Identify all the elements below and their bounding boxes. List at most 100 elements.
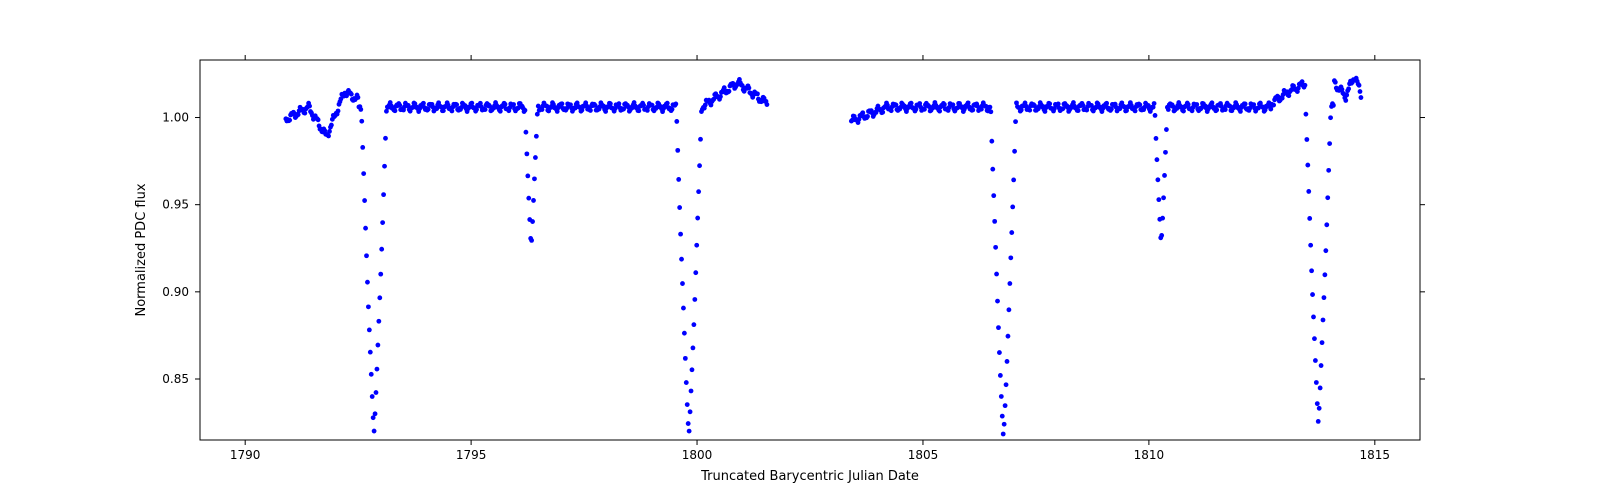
data-point <box>1161 195 1166 200</box>
data-point <box>1013 119 1018 124</box>
data-point <box>998 373 1003 378</box>
data-point <box>942 102 947 107</box>
data-point <box>688 409 693 414</box>
data-point <box>524 130 529 135</box>
data-point <box>358 107 363 112</box>
data-point <box>679 257 684 262</box>
data-point <box>1319 363 1324 368</box>
data-point <box>1009 230 1014 235</box>
data-point <box>1344 93 1349 98</box>
data-point <box>373 411 378 416</box>
data-point <box>670 107 675 112</box>
data-point <box>991 193 996 198</box>
data-point <box>1056 102 1061 107</box>
data-point <box>680 281 685 286</box>
data-point <box>1163 150 1168 155</box>
y-tick-label: 0.90 <box>162 285 189 299</box>
data-point <box>1133 109 1138 114</box>
data-point <box>966 100 971 105</box>
data-point <box>1304 137 1309 142</box>
data-point <box>1194 102 1199 107</box>
data-point <box>673 101 678 106</box>
data-point <box>379 247 384 252</box>
data-point <box>421 101 426 106</box>
data-point <box>683 356 688 361</box>
data-point <box>1324 222 1329 227</box>
data-point <box>376 319 381 324</box>
data-point <box>693 270 698 275</box>
data-point <box>1007 281 1012 286</box>
data-point <box>1004 382 1009 387</box>
data-point <box>1162 173 1167 178</box>
data-point <box>1304 112 1309 117</box>
x-tick-label: 1805 <box>908 448 939 462</box>
data-point <box>523 108 528 113</box>
data-point <box>1186 102 1191 107</box>
data-point <box>530 219 535 224</box>
data-point <box>880 110 885 115</box>
data-point <box>865 114 870 119</box>
data-point <box>988 109 993 114</box>
data-point <box>608 101 613 106</box>
data-point <box>1076 108 1081 113</box>
data-point <box>695 216 700 221</box>
data-point <box>326 134 331 139</box>
data-series <box>283 76 1363 437</box>
data-point <box>375 343 380 348</box>
data-point <box>1315 401 1320 406</box>
data-point <box>525 174 530 179</box>
data-point <box>994 272 999 277</box>
data-point <box>682 331 687 336</box>
data-point <box>378 272 383 277</box>
data-point <box>1323 248 1328 253</box>
data-point <box>1331 103 1336 108</box>
x-tick-label: 1795 <box>456 448 487 462</box>
data-point <box>685 402 690 407</box>
data-point <box>361 171 366 176</box>
data-point <box>382 164 387 169</box>
data-point <box>1210 100 1215 105</box>
data-point <box>1271 103 1276 108</box>
data-point <box>747 86 752 91</box>
data-point <box>995 299 1000 304</box>
data-point <box>1326 168 1331 173</box>
data-point <box>1000 414 1005 419</box>
data-point <box>681 306 686 311</box>
data-point <box>588 108 593 113</box>
data-point <box>362 198 367 203</box>
data-point <box>370 394 375 399</box>
data-point <box>698 137 703 142</box>
data-point <box>365 280 370 285</box>
data-point <box>1159 233 1164 238</box>
data-point <box>1309 268 1314 273</box>
data-point <box>1152 101 1157 106</box>
data-point <box>369 372 374 377</box>
data-point <box>1011 177 1016 182</box>
data-point <box>503 102 508 107</box>
data-point <box>1243 102 1248 107</box>
data-point <box>687 429 692 434</box>
data-point <box>327 129 332 134</box>
data-point <box>524 151 529 156</box>
data-point <box>999 394 1004 399</box>
data-point <box>336 109 341 114</box>
data-point <box>1214 108 1219 113</box>
data-point <box>1008 255 1013 260</box>
data-point <box>691 346 696 351</box>
data-point <box>1156 197 1161 202</box>
data-point <box>1012 149 1017 154</box>
data-point <box>377 295 382 300</box>
data-point <box>1358 89 1363 94</box>
data-point <box>1322 272 1327 277</box>
data-point <box>469 101 474 106</box>
lightcurve-chart: 1790179518001805181018150.850.900.951.00… <box>0 0 1600 500</box>
data-point <box>937 109 942 114</box>
data-point <box>1007 307 1012 312</box>
y-tick-label: 1.00 <box>162 111 189 125</box>
data-point <box>1027 108 1032 113</box>
data-point <box>383 136 388 141</box>
data-point <box>691 322 696 327</box>
data-point <box>1002 422 1007 427</box>
data-point <box>360 145 365 150</box>
data-point <box>1317 406 1322 411</box>
